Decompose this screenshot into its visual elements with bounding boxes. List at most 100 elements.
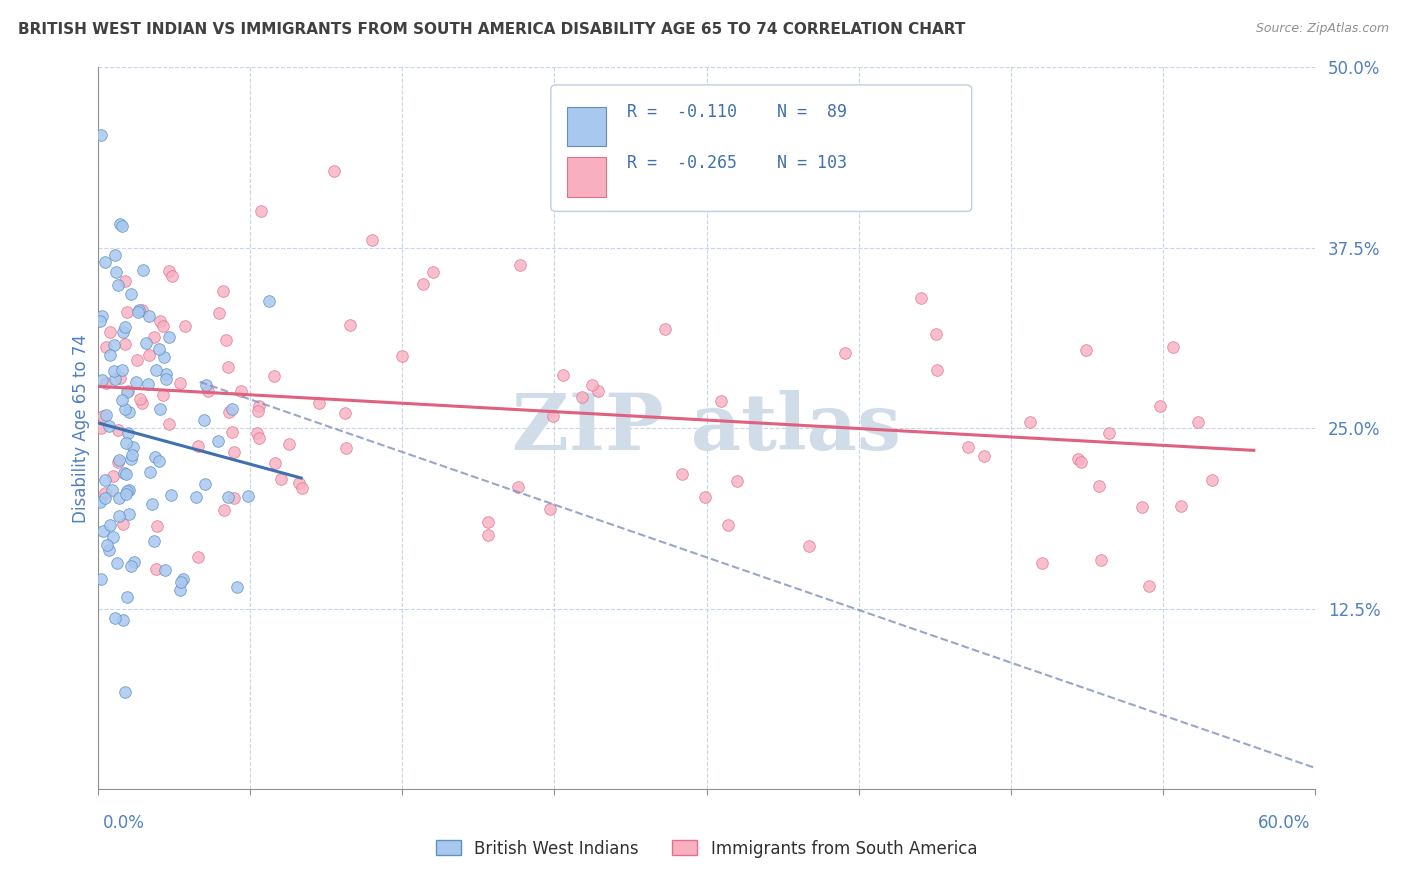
Point (96, 340, 118, 354)
Point (94, 486, 117, 500)
Point (910, 291, 932, 305)
Point (107, 453, 129, 467)
Point (98, 326, 121, 340)
Point (89, 314, 111, 328)
Point (100, 518, 122, 533)
Point (208, 305, 231, 319)
Point (391, 349, 413, 363)
Text: Source: ZipAtlas.com: Source: ZipAtlas.com (1256, 22, 1389, 36)
Point (145, 562, 167, 576)
Point (117, 425, 139, 440)
Point (138, 309, 160, 323)
Point (172, 572, 194, 586)
Point (571, 391, 593, 405)
Point (108, 217, 131, 231)
Point (114, 274, 136, 288)
Point (422, 265, 444, 279)
Point (160, 488, 183, 502)
Point (103, 364, 125, 378)
Y-axis label: Disability Age 65 to 74: Disability Age 65 to 74 (72, 334, 90, 523)
Point (91, 524, 114, 538)
Point (249, 204, 271, 219)
Point (125, 375, 148, 389)
Point (114, 487, 136, 501)
Point (120, 452, 142, 467)
Point (90, 373, 112, 387)
Point (122, 440, 145, 454)
Point (108, 371, 131, 385)
Point (111, 393, 134, 408)
Point (1098, 425, 1121, 440)
Point (155, 372, 177, 386)
Point (236, 489, 259, 503)
Point (131, 396, 153, 410)
Point (197, 384, 219, 398)
Point (98, 348, 121, 362)
Point (94, 376, 117, 391)
Point (264, 456, 287, 470)
Point (160, 269, 183, 284)
Point (247, 399, 270, 413)
Point (111, 363, 134, 377)
Point (263, 369, 285, 384)
Point (654, 321, 676, 335)
Point (1170, 499, 1192, 513)
Point (799, 539, 821, 553)
Point (146, 519, 169, 533)
Point (117, 483, 139, 498)
Point (671, 467, 693, 482)
Point (194, 476, 217, 491)
Point (135, 335, 157, 350)
Point (157, 330, 180, 344)
Point (127, 352, 149, 367)
Point (717, 518, 740, 533)
Point (111, 325, 134, 339)
Point (94, 255, 117, 269)
Point (184, 491, 207, 505)
Point (1070, 455, 1092, 469)
Point (138, 348, 160, 362)
Point (142, 534, 165, 549)
Point (217, 359, 239, 374)
Point (194, 377, 217, 392)
Point (152, 318, 174, 333)
Point (187, 439, 209, 453)
Text: R =  -0.265    N = 103: R = -0.265 N = 103 (627, 154, 848, 172)
Point (90, 421, 112, 435)
Point (136, 377, 159, 392)
Point (94, 473, 117, 487)
Point (145, 362, 167, 376)
Point (108, 491, 131, 506)
Point (215, 333, 238, 347)
Point (152, 388, 174, 402)
Point (1090, 552, 1112, 566)
Point (117, 483, 139, 497)
Point (725, 475, 748, 489)
Point (108, 509, 131, 524)
Point (169, 582, 191, 597)
Point (174, 319, 197, 334)
Point (148, 454, 170, 468)
Point (588, 384, 610, 398)
Point (229, 384, 252, 398)
Point (477, 528, 499, 542)
Point (1130, 500, 1153, 515)
Point (169, 376, 191, 390)
Point (1067, 451, 1090, 466)
Legend: British West Indians, Immigrants from South America: British West Indians, Immigrants from So… (429, 833, 984, 864)
Point (121, 558, 143, 573)
Point (111, 516, 134, 531)
Point (551, 368, 574, 383)
Point (278, 437, 301, 451)
Text: 0.0%: 0.0% (103, 814, 145, 831)
Point (93, 491, 115, 505)
Point (112, 613, 135, 627)
Point (107, 455, 129, 469)
Point (339, 318, 361, 333)
Point (155, 367, 177, 381)
Point (114, 685, 136, 699)
Point (115, 384, 138, 399)
Point (104, 247, 127, 261)
Point (834, 346, 856, 360)
Point (143, 450, 166, 465)
